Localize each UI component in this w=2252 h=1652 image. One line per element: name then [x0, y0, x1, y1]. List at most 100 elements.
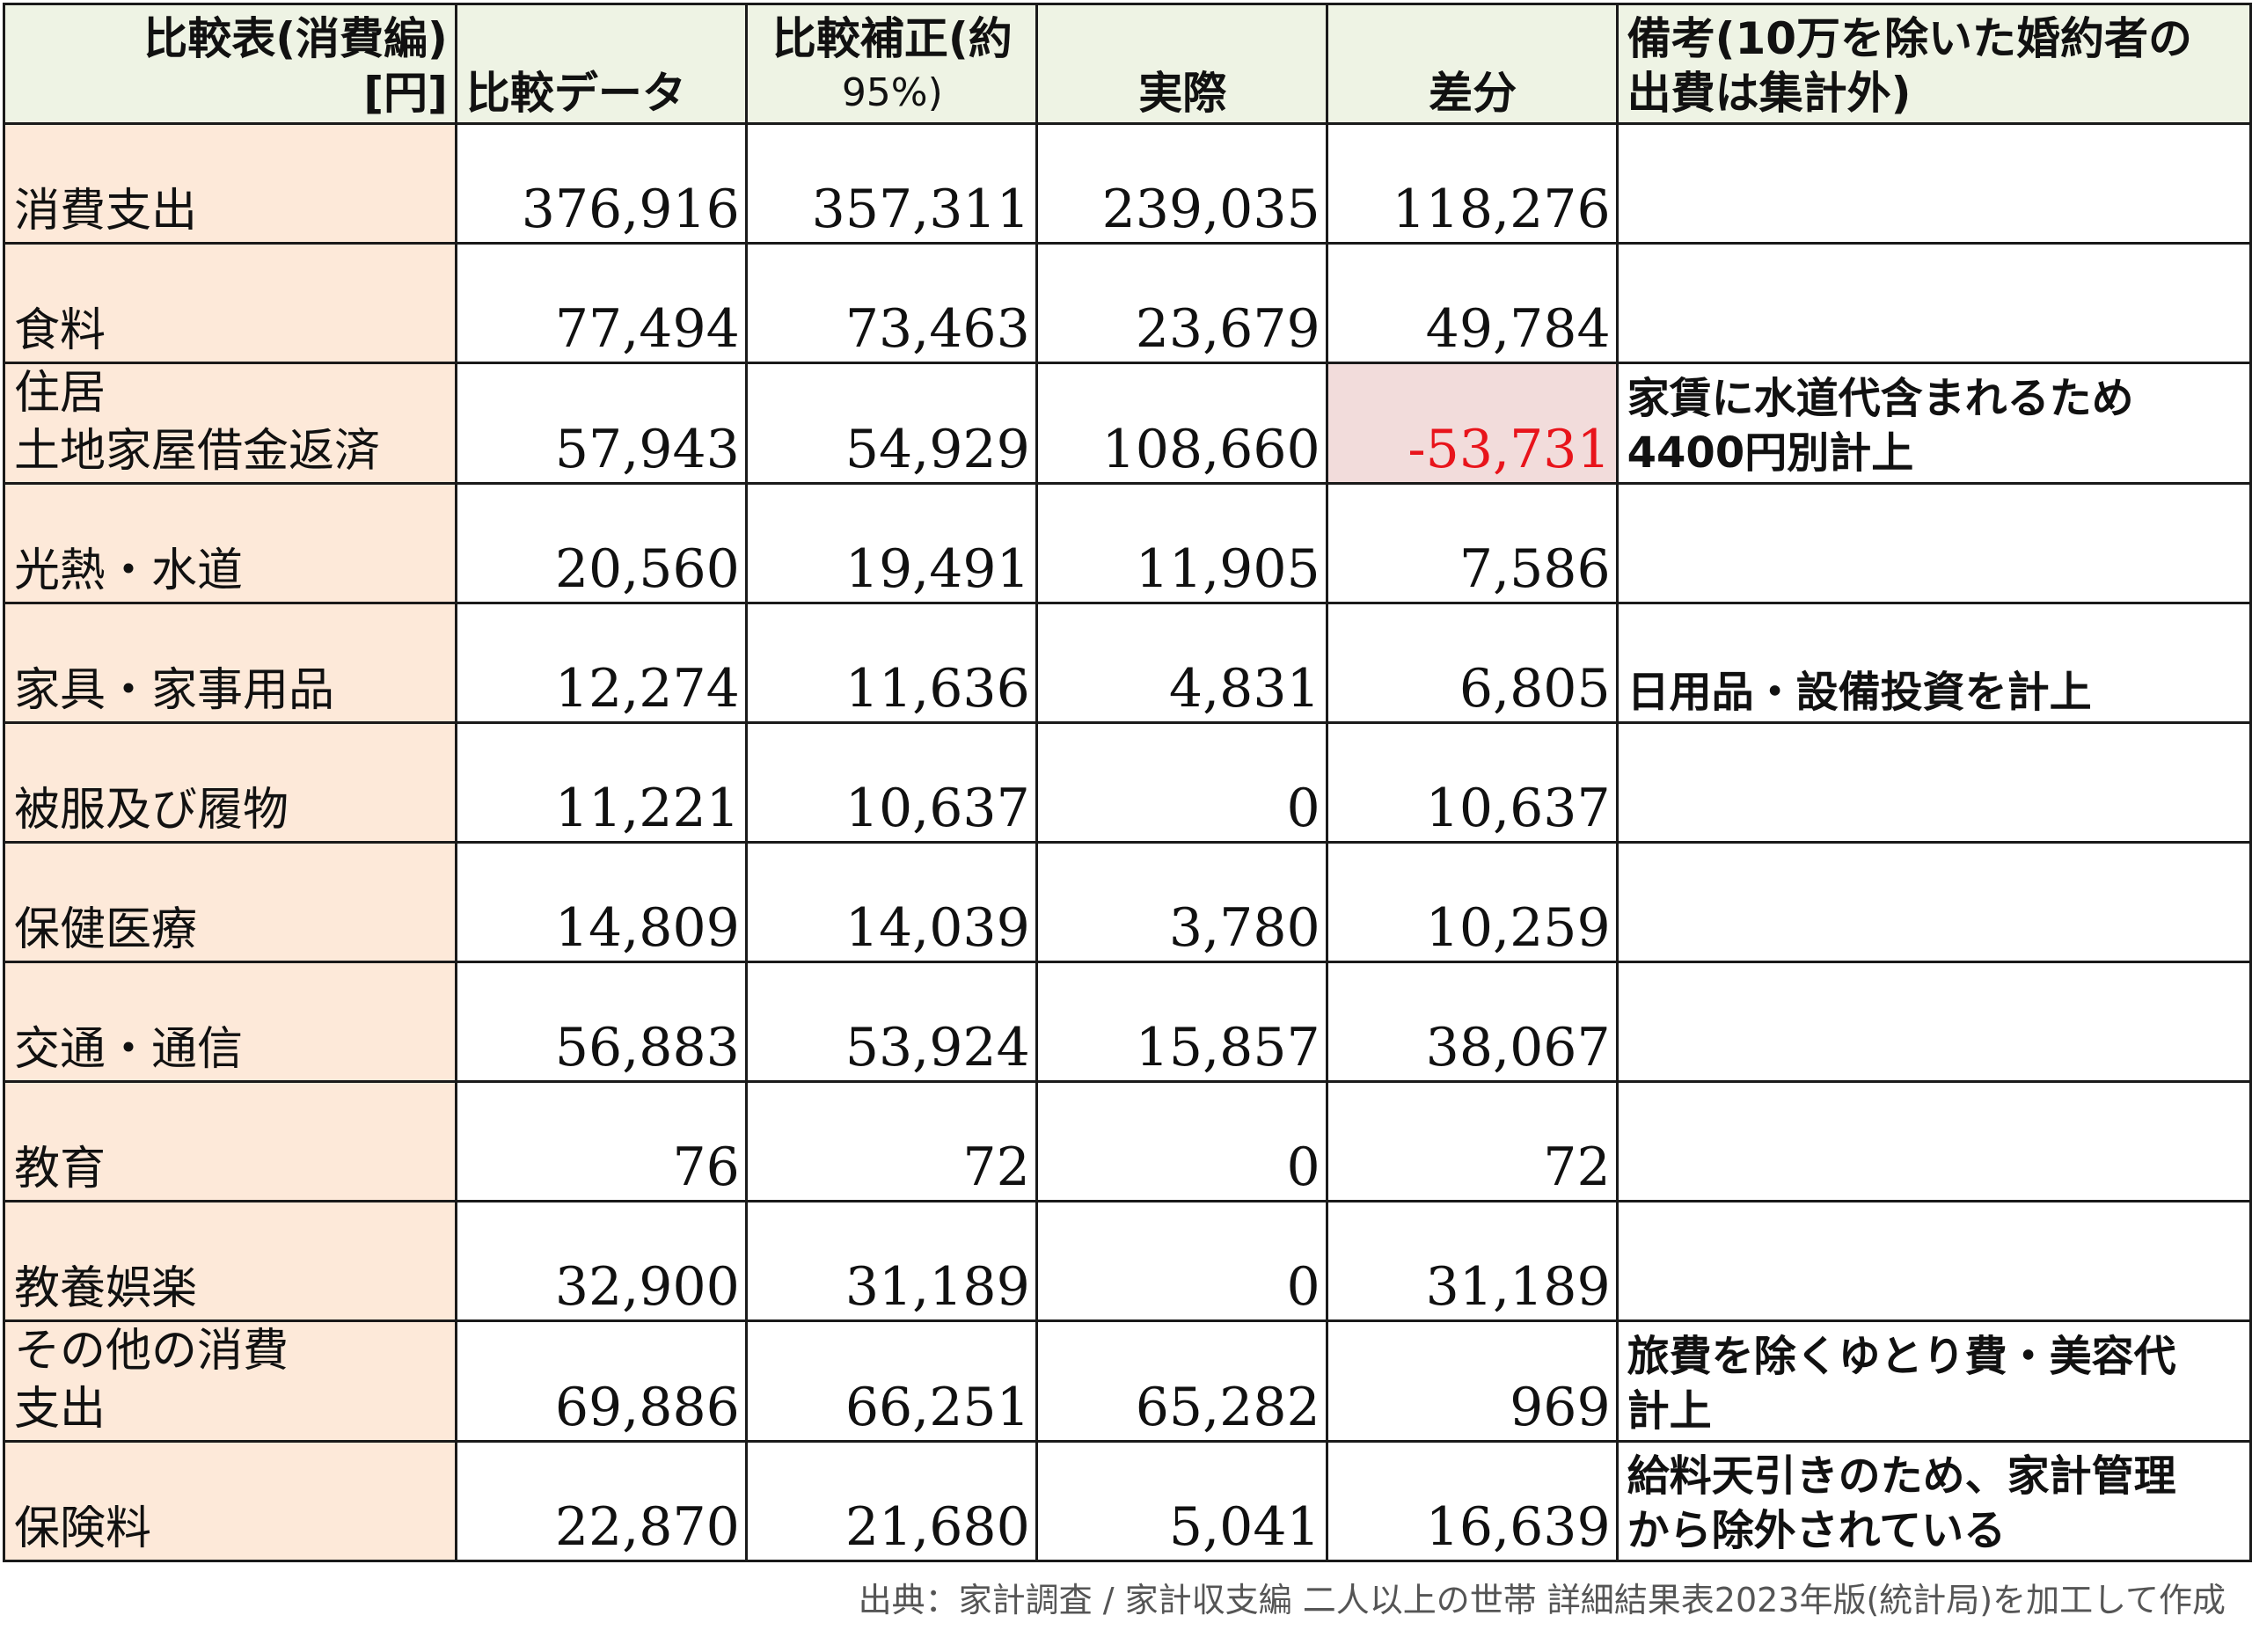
compare-value-cell: 12,274 — [454, 602, 748, 724]
header-adjust-line: 95%) — [841, 70, 943, 115]
category-cell: 光熱・水道 — [3, 482, 457, 604]
adjust-value-cell: 14,039 — [744, 841, 1038, 963]
header-row: 比較表(消費編) [円] 比較データ 比較補正(約 95%) 実際 差分 備考(… — [3, 3, 2252, 125]
diff-value-cell: 7,586 — [1325, 482, 1619, 604]
note-cell — [1615, 1080, 2252, 1202]
note-cell — [1615, 841, 2252, 963]
category-label: 教養娯楽 — [14, 1262, 198, 1315]
actual-value-cell: 4,831 — [1035, 602, 1328, 724]
diff-value-cell: 49,784 — [1325, 242, 1619, 364]
category-cell: 保健医療 — [3, 841, 457, 963]
adjust-value-cell: 31,189 — [744, 1200, 1038, 1322]
header-actual: 実際 — [1035, 3, 1328, 125]
adjust-value-cell: 11,636 — [744, 602, 1038, 724]
category-label: 教育 — [14, 1143, 106, 1195]
compare-value-cell: 77,494 — [454, 242, 748, 364]
table-row: 保険料 22,870 21,680 5,041 16,639 給料天引きのため、家計管理か… — [3, 1440, 2252, 1562]
category-cell: 教育 — [3, 1080, 457, 1202]
category-cell: 家具・家事用品 — [3, 602, 457, 724]
category-cell: 教養娯楽 — [3, 1200, 457, 1322]
diff-value-cell: 969 — [1325, 1319, 1619, 1443]
note-text: 4400円別計上 — [1627, 428, 1914, 478]
note-text: 旅費を除くゆとり費・美容代 — [1627, 1332, 2176, 1381]
table-row: 住居 土地家屋借金返済 57,943 54,929 108,660 -53,731 家賃に水… — [3, 362, 2252, 485]
note-text: から除外されている — [1627, 1506, 2007, 1555]
note-cell: 旅費を除くゆとり費・美容代 計上 — [1615, 1319, 2252, 1443]
category-label: その他の消費 — [14, 1325, 289, 1378]
note-cell — [1615, 961, 2252, 1083]
category-label: 保険料 — [14, 1502, 152, 1555]
category-label: 住居 — [14, 367, 106, 420]
header-label-line: 比較表(消費編) — [143, 13, 448, 64]
compare-value-cell: 22,870 — [454, 1440, 748, 1562]
category-label: 支出 — [14, 1383, 106, 1436]
category-cell: 被服及び履物 — [3, 721, 457, 844]
note-text: 日用品・設備投資を計上 — [1627, 668, 2092, 717]
adjust-value-cell: 10,637 — [744, 721, 1038, 844]
category-label: 光熱・水道 — [14, 545, 244, 597]
table-row: その他の消費 支出 69,886 66,251 65,282 969 旅費を除くゆとり費・美… — [3, 1319, 2252, 1443]
header-diff: 差分 — [1325, 3, 1619, 125]
header-label: 比較表(消費編) [円] — [3, 3, 457, 125]
category-label: 食料 — [14, 304, 106, 357]
category-label: 家具・家事用品 — [14, 664, 335, 717]
actual-value-cell: 108,660 — [1035, 362, 1328, 485]
adjust-value-cell: 357,311 — [744, 122, 1038, 245]
actual-value-cell: 11,905 — [1035, 482, 1328, 604]
category-cell: 交通・通信 — [3, 961, 457, 1083]
actual-value-cell: 3,780 — [1035, 841, 1328, 963]
table-row: 保健医療 14,809 14,039 3,780 10,259 — [3, 841, 2252, 963]
table-row: 教養娯楽 32,900 31,189 0 31,189 — [3, 1200, 2252, 1322]
adjust-value-cell: 54,929 — [744, 362, 1038, 485]
note-cell: 日用品・設備投資を計上 — [1615, 602, 2252, 724]
table-row: 家具・家事用品 12,274 11,636 4,831 6,805 日用品・設備投資を計上 — [3, 602, 2252, 724]
diff-value-cell: 10,259 — [1325, 841, 1619, 963]
category-cell: その他の消費 支出 — [3, 1319, 457, 1443]
header-note-line: 出費は集計外) — [1627, 68, 1912, 119]
note-cell — [1615, 482, 2252, 604]
category-label: 交通・通信 — [14, 1023, 244, 1076]
category-cell: 食料 — [3, 242, 457, 364]
actual-value-cell: 239,035 — [1035, 122, 1328, 245]
compare-value-cell: 56,883 — [454, 961, 748, 1083]
category-label: 保健医療 — [14, 903, 198, 956]
note-cell — [1615, 122, 2252, 245]
actual-value-cell: 65,282 — [1035, 1319, 1328, 1443]
comparison-table-wrapper: 比較表(消費編) [円] 比較データ 比較補正(約 95%) 実際 差分 備考(… — [3, 3, 2252, 1562]
table-row: 被服及び履物 11,221 10,637 0 10,637 — [3, 721, 2252, 844]
note-cell — [1615, 242, 2252, 364]
header-note: 備考(10万を除いた婚約者の 出費は集計外) — [1615, 3, 2252, 125]
note-text: 計上 — [1627, 1386, 1712, 1436]
actual-value-cell: 23,679 — [1035, 242, 1328, 364]
table-row: 交通・通信 56,883 53,924 15,857 38,067 — [3, 961, 2252, 1083]
category-cell: 保険料 — [3, 1440, 457, 1562]
diff-value-cell: -53,731 — [1325, 362, 1619, 485]
adjust-value-cell: 53,924 — [744, 961, 1038, 1083]
actual-value-cell: 0 — [1035, 721, 1328, 844]
note-text: 給料天引きのため、家計管理 — [1627, 1451, 2176, 1501]
compare-value-cell: 376,916 — [454, 122, 748, 245]
category-label: 被服及び履物 — [14, 784, 289, 837]
actual-value-cell: 5,041 — [1035, 1440, 1328, 1562]
compare-value-cell: 69,886 — [454, 1319, 748, 1443]
note-text: 家賃に水道代含まれるため — [1627, 374, 2134, 423]
source-caption: 出典：家計調査 / 家計収支編 二人以上の世帯 詳細結果表2023年版(統計局)… — [858, 1581, 2226, 1619]
compare-value-cell: 20,560 — [454, 482, 748, 604]
diff-value-cell: 16,639 — [1325, 1440, 1619, 1562]
actual-value-cell: 0 — [1035, 1080, 1328, 1202]
header-adjust-line: 比較補正(約 — [771, 13, 1013, 64]
adjust-value-cell: 66,251 — [744, 1319, 1038, 1443]
category-cell: 消費支出 — [3, 122, 457, 245]
comparison-table: 比較表(消費編) [円] 比較データ 比較補正(約 95%) 実際 差分 備考(… — [3, 3, 2252, 1562]
table-row: 食料 77,494 73,463 23,679 49,784 — [3, 242, 2252, 364]
header-compare: 比較データ — [454, 3, 748, 125]
header-note-line: 備考(10万を除いた婚約者の — [1627, 13, 2193, 64]
adjust-value-cell: 72 — [744, 1080, 1038, 1202]
header-adjust: 比較補正(約 95%) — [744, 3, 1038, 125]
diff-value-cell: 38,067 — [1325, 961, 1619, 1083]
diff-value-cell: 118,276 — [1325, 122, 1619, 245]
table-row: 光熱・水道 20,560 19,491 11,905 7,586 — [3, 482, 2252, 604]
compare-value-cell: 32,900 — [454, 1200, 748, 1322]
header-label-line: [円] — [363, 68, 448, 119]
note-cell: 給料天引きのため、家計管理 から除外されている — [1615, 1440, 2252, 1562]
